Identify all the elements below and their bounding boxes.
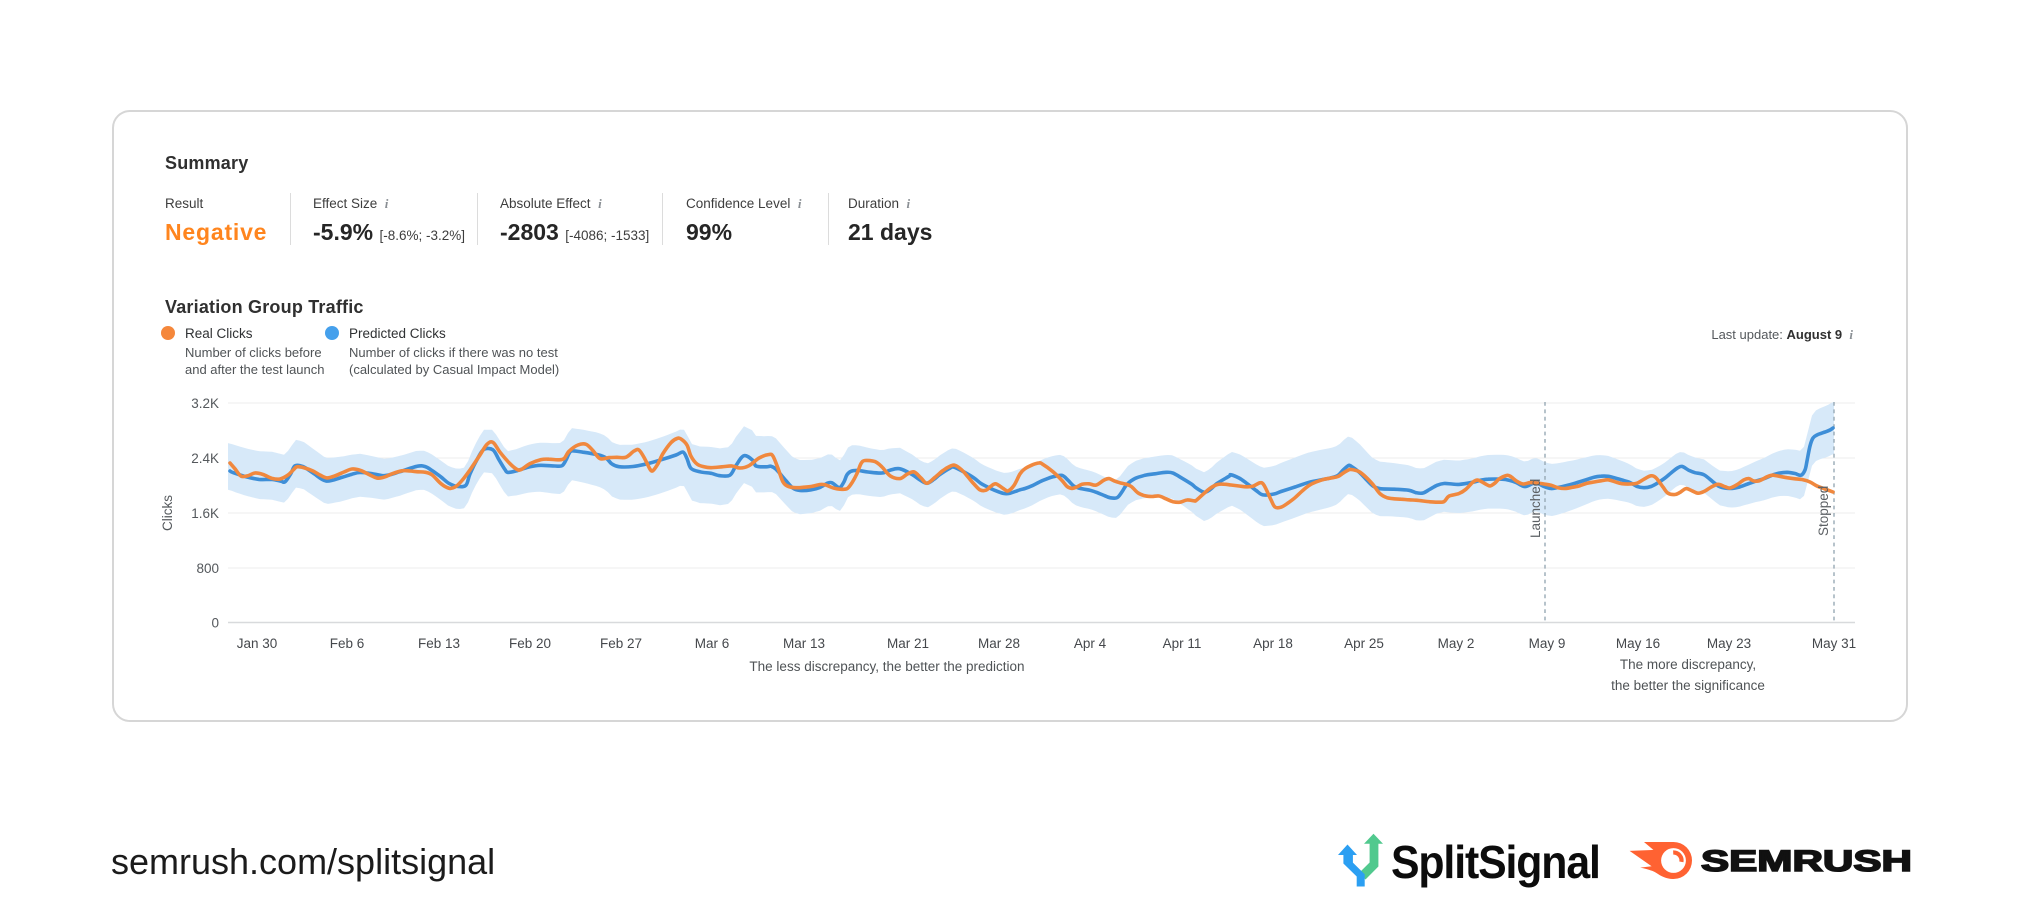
svg-text:2.4K: 2.4K <box>191 451 219 466</box>
svg-text:Feb 27: Feb 27 <box>600 636 642 651</box>
svg-text:the better the significance: the better the significance <box>1611 678 1765 693</box>
svg-text:Mar 28: Mar 28 <box>978 636 1020 651</box>
svg-text:Mar 6: Mar 6 <box>695 636 730 651</box>
svg-text:May 23: May 23 <box>1707 636 1751 651</box>
svg-text:1.6K: 1.6K <box>191 506 219 521</box>
svg-text:800: 800 <box>196 561 219 576</box>
svg-text:May 9: May 9 <box>1529 636 1566 651</box>
svg-text:Jan 30: Jan 30 <box>237 636 278 651</box>
svg-text:Apr 11: Apr 11 <box>1163 636 1202 651</box>
svg-text:Mar 13: Mar 13 <box>783 636 825 651</box>
svg-text:SEMRUSH: SEMRUSH <box>1701 847 1912 875</box>
svg-text:Feb 20: Feb 20 <box>509 636 551 651</box>
svg-text:Mar 21: Mar 21 <box>887 636 929 651</box>
svg-text:Stopped: Stopped <box>1816 486 1831 536</box>
svg-text:3.2K: 3.2K <box>191 396 219 411</box>
svg-text:0: 0 <box>211 616 219 631</box>
svg-text:May 31: May 31 <box>1812 636 1856 651</box>
svg-text:Clicks: Clicks <box>160 495 175 531</box>
svg-text:Apr 25: Apr 25 <box>1344 636 1384 651</box>
svg-text:May 2: May 2 <box>1438 636 1475 651</box>
svg-text:Apr 18: Apr 18 <box>1253 636 1293 651</box>
svg-text:The less discrepancy, the bett: The less discrepancy, the better the pre… <box>749 659 1024 674</box>
svg-text:Feb 6: Feb 6 <box>330 636 365 651</box>
svg-text:Launched: Launched <box>1528 479 1543 538</box>
svg-text:Feb 13: Feb 13 <box>418 636 460 651</box>
svg-text:Apr 4: Apr 4 <box>1074 636 1107 651</box>
svg-text:The more discrepancy,: The more discrepancy, <box>1620 657 1756 672</box>
svg-text:May 16: May 16 <box>1616 636 1660 651</box>
